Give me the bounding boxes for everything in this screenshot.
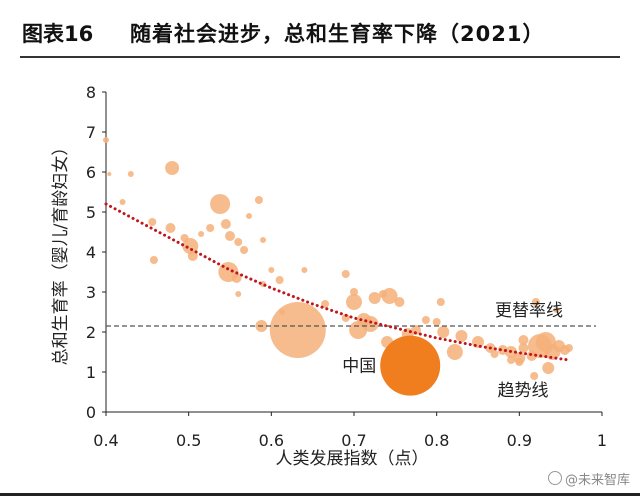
y-tick-label: 3 [86,283,96,302]
bubbles [103,137,573,396]
x-tick-label: 1 [597,431,607,450]
country-bubble [246,213,253,219]
country-bubble [490,350,499,358]
country-bubble [260,237,267,243]
country-bubble [381,288,398,304]
country-bubble [127,171,134,177]
x-tick-label: 0.8 [424,431,449,450]
figure-number: 图表16 [22,22,94,46]
country-bubble [165,223,176,233]
labels: 0 1 2 3 4 5 6 7 8 0.4 0.5 0.6 0.7 0.8 0.9 1 人类发展指数（点） 总和生… [51,83,607,469]
country-bubble [446,344,463,360]
country-bubble [301,267,308,273]
watermark: @未来智库 [547,469,630,488]
y-axis-label: 总和生育率（婴儿/育龄妇女） [51,139,71,366]
country-bubble [518,343,529,353]
country-bubble [368,292,381,304]
country-bubble [269,302,326,358]
country-bubble [279,309,286,315]
country-bubble [472,336,484,348]
country-bubble [187,251,198,261]
trend-line [104,202,571,362]
country-bubble [268,267,275,273]
y-tick-label: 1 [86,363,96,382]
country-bubble [254,196,263,204]
lines [104,202,596,362]
trend-label: 趋势线 [498,381,549,401]
country-bubble [542,362,555,374]
country-bubble [234,238,243,246]
x-tick-label: 0.5 [176,431,201,450]
watermark-text: @未来智库 [564,473,630,488]
title-bar: 图表16 随着社会进步，总和生育率下降（2021） [0,0,640,46]
country-bubble [231,273,242,283]
y-tick-label: 0 [86,403,96,422]
x-tick-label: 0.4 [93,431,118,450]
country-bubble [518,335,529,345]
country-bubble [119,199,126,205]
china-bubble [380,335,441,396]
y-tick-label: 4 [86,243,96,262]
axes [102,91,603,416]
country-bubble [531,298,540,306]
country-bubble [394,297,405,307]
x-tick-label: 0.9 [507,431,532,450]
country-bubble [507,356,516,364]
title-rule [20,56,620,58]
country-bubble [350,288,358,296]
country-bubble [149,256,158,264]
country-bubble [321,300,330,308]
country-bubble [346,294,362,310]
country-bubble [220,219,231,229]
country-bubble [436,298,445,306]
replacement-rate-label: 更替率线 [495,301,563,321]
country-bubble [455,330,468,342]
country-bubble [432,318,441,326]
x-tick-label: 0.7 [341,431,366,450]
y-tick-label: 7 [86,123,96,142]
country-bubble [553,307,560,313]
country-bubble [564,344,573,352]
china-label: 中国 [342,357,376,377]
bottom-rule [0,493,640,496]
country-bubble [182,238,199,254]
country-bubble [530,372,539,380]
country-bubble [148,218,157,226]
country-bubble [206,224,215,232]
watermark-logo-icon [547,471,562,485]
country-bubble [225,231,235,241]
country-bubble [103,137,109,143]
country-bubble [165,161,180,175]
country-bubble [198,231,205,237]
country-bubble [235,291,242,297]
y-tick-label: 6 [86,163,96,182]
x-axis-label: 人类发展指数（点） [276,449,429,469]
country-bubble [421,316,430,324]
country-bubble [240,246,249,254]
country-bubble [411,325,421,335]
country-bubble [107,172,112,176]
figure-title: 随着社会进步，总和生育率下降（2021） [130,22,545,46]
y-tick-label: 5 [86,203,96,222]
country-bubble [515,358,524,366]
country-bubble [341,314,350,322]
country-bubble [437,326,450,338]
y-tick-label: 2 [86,323,96,342]
country-bubble [275,276,284,284]
country-bubble [210,194,231,214]
y-tick-label: 8 [86,83,96,102]
country-bubble [341,270,350,278]
x-tick-label: 0.6 [259,431,284,450]
